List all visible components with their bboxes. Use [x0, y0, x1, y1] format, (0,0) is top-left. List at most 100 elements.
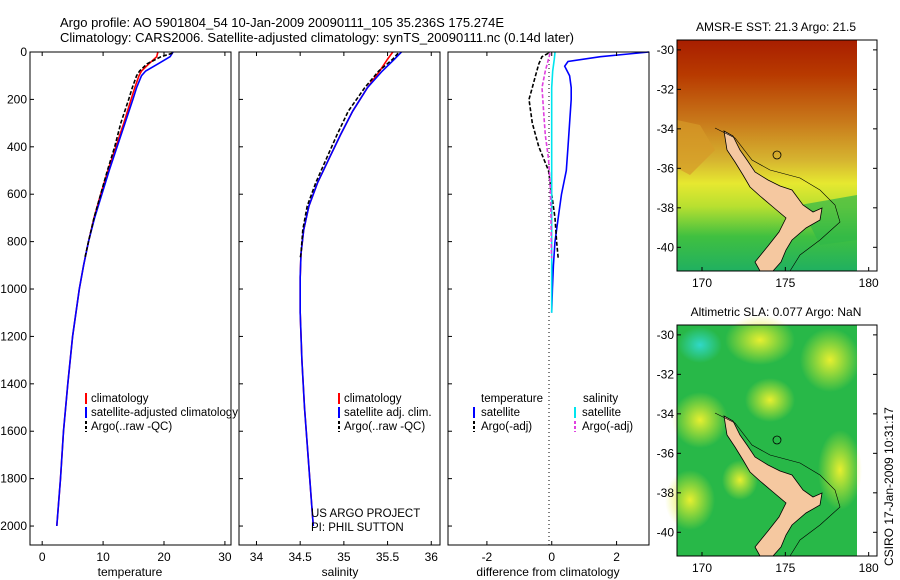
map-x-tick-label: 170 — [692, 561, 712, 575]
difference-panel: -2 0 2 difference from climatology tempera… — [447, 51, 650, 579]
project-annotation-line-1: US ARGO PROJECT — [311, 508, 420, 520]
map-y-tick-label: -32 — [657, 82, 675, 96]
y-tick-label: 1000 — [0, 282, 27, 296]
y-tick-label: 1200 — [0, 329, 27, 343]
map-y-tick-label: -30 — [657, 43, 675, 57]
map-x-tick-label: 175 — [775, 561, 795, 575]
x-tick-label: 36 — [425, 550, 439, 564]
argo-float-marker — [772, 150, 782, 160]
series-line-argo-raw-qc- — [84, 52, 173, 259]
new-zealand-land — [723, 130, 823, 272]
x-tick-label: 35 — [337, 550, 351, 564]
map-y-tick-label: -40 — [657, 240, 675, 254]
legend-label-climatology: climatology — [91, 393, 149, 405]
x-tick-label: 30 — [218, 550, 232, 564]
x-tick-label: 20 — [157, 550, 171, 564]
footer-stamp: CSIRO 17-Jan-2009 10:31:17 — [882, 407, 896, 566]
legend-label-argo: Argo(..raw -QC) — [344, 421, 425, 433]
temperature-legend: climatology satellite-adjusted climatolo… — [85, 393, 238, 433]
map-x-tick-label: 175 — [775, 276, 795, 290]
legend-label-climatology: climatology — [344, 393, 402, 405]
sla-anomaly-blob — [672, 392, 728, 448]
legend-header-salinity: salinity — [583, 393, 618, 405]
y-tick-label: 200 — [7, 92, 27, 106]
y-tick-label: 600 — [7, 187, 27, 201]
isobath-contour — [714, 127, 841, 272]
salinity-xlabel: salinity — [322, 565, 359, 579]
map-frame — [676, 39, 878, 272]
sla-anomaly-blob — [745, 378, 795, 422]
map-y-tick-label: -32 — [657, 367, 675, 381]
sla-map-title: Altimetric SLA: 0.077 Argo: NaN — [691, 305, 862, 319]
series-line-satellite-adjusted-climatology — [56, 51, 174, 527]
difference-axes-box — [447, 51, 650, 546]
isobath-contour — [714, 412, 841, 557]
map-x-tick-label: 170 — [692, 276, 712, 290]
series-line-argo-raw-qc- — [299, 52, 399, 259]
series-line-temperature-satellite — [550, 51, 650, 313]
x-tick-label: 0 — [548, 550, 555, 564]
x-tick-label: 34.5 — [288, 550, 312, 564]
sst-warm-tongue — [677, 120, 715, 175]
difference-xlabel: difference from climatology — [476, 565, 619, 579]
legend-label-temp-satellite: satellite — [481, 407, 520, 419]
series-line-satellite-adj-clim- — [299, 51, 403, 527]
map-y-tick-label: -34 — [657, 122, 675, 136]
legend-label-temp-argo: Argo(-adj) — [481, 421, 532, 433]
series-line-salinity-argo-adj- — [541, 52, 553, 259]
argo-float-marker — [772, 435, 782, 445]
y-tick-label: 0 — [20, 45, 27, 59]
salinity-legend: climatology satellite adj. clim. Argo(..… — [338, 393, 432, 433]
salinity-axes-box — [238, 51, 441, 546]
project-annotation-line-2: PI: PHIL SUTTON — [311, 522, 404, 534]
legend-label-satellite: satellite adj. clim. — [344, 407, 432, 419]
x-tick-label: 34 — [250, 550, 264, 564]
legend-label-sal-argo: Argo(-adj) — [582, 421, 633, 433]
y-tick-label: 400 — [7, 140, 27, 154]
x-tick-label: 2 — [613, 550, 620, 564]
temperature-axes-box — [29, 51, 232, 546]
x-tick-label: 0 — [39, 550, 46, 564]
map-y-tick-label: -36 — [657, 446, 675, 460]
legend-label-argo: Argo(..raw -QC) — [91, 421, 172, 433]
legend-label-sal-satellite: satellite — [582, 407, 621, 419]
series-line-temperature-argo-adj- — [528, 52, 559, 259]
map-y-tick-label: -34 — [657, 407, 675, 421]
sst-cool-patch — [800, 195, 857, 245]
y-tick-label: 1400 — [0, 377, 27, 391]
sla-anomaly-blob — [725, 315, 795, 365]
salinity-panel: 34 34.5 35 35.5 36 salinity climatology sate… — [238, 51, 441, 579]
legend-header-temperature: temperature — [481, 393, 543, 405]
map-y-tick-label: -40 — [657, 525, 675, 539]
sst-map-panel: AMSR-E SST: 21.3 Argo: 21.5 170 175 180 -30… — [657, 20, 879, 290]
x-tick-label: 35.5 — [376, 550, 400, 564]
sla-anomaly-blob — [678, 327, 722, 363]
map-y-tick-label: -30 — [657, 328, 675, 342]
sla-anomaly-blob — [665, 470, 715, 530]
x-tick-label: -2 — [482, 550, 493, 564]
header-line-1: Argo profile: AO 5901804_54 10-Jan-2009 … — [60, 15, 504, 30]
sla-map-panel: Altimetric SLA: 0.077 Argo: NaN 170 175 18… — [657, 305, 879, 575]
y-tick-label: 800 — [7, 235, 27, 249]
series-line-salinity-satellite — [550, 51, 556, 313]
map-x-tick-label: 180 — [859, 561, 879, 575]
temperature-panel: 0 10 20 30 0 200 400 600 800 1000 1200 1400 1600 1800… — [0, 45, 238, 579]
map-y-tick-label: -36 — [657, 161, 675, 175]
new-zealand-land — [723, 415, 823, 557]
y-tick-label: 2000 — [0, 519, 27, 533]
sla-anomaly-blob — [818, 430, 862, 510]
sla-anomaly-blob — [800, 328, 860, 392]
map-y-tick-label: -38 — [657, 486, 675, 500]
difference-legend: temperature salinity satellite Argo(-adj… — [473, 393, 633, 433]
y-tick-label: 1600 — [0, 424, 27, 438]
y-tick-label: 1800 — [0, 472, 27, 486]
temperature-xlabel: temperature — [98, 565, 163, 579]
map-frame — [676, 324, 878, 557]
x-tick-label: 10 — [96, 550, 110, 564]
map-x-tick-label: 180 — [859, 276, 879, 290]
header-line-2: Climatology: CARS2006. Satellite-adjuste… — [60, 30, 574, 45]
series-line-climatology — [56, 51, 159, 527]
legend-label-satellite: satellite-adjusted climatology — [91, 407, 238, 419]
sst-map-title: AMSR-E SST: 21.3 Argo: 21.5 — [696, 20, 856, 34]
